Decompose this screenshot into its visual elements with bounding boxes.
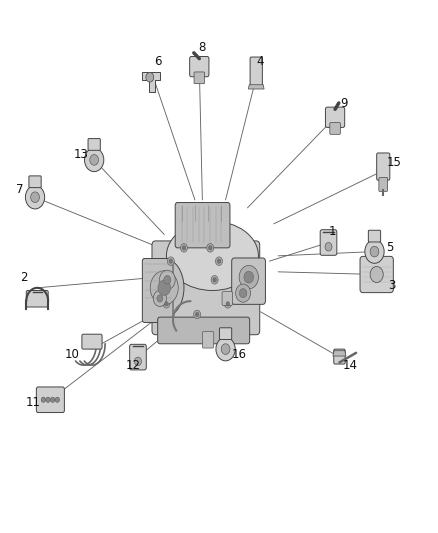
Text: 13: 13 [74, 148, 88, 161]
Circle shape [46, 397, 50, 402]
FancyBboxPatch shape [26, 290, 48, 307]
Circle shape [31, 192, 39, 203]
Circle shape [224, 300, 231, 308]
FancyBboxPatch shape [36, 387, 64, 413]
Circle shape [163, 300, 170, 308]
FancyBboxPatch shape [232, 258, 265, 304]
Circle shape [370, 266, 383, 282]
Polygon shape [142, 72, 160, 92]
Circle shape [215, 257, 223, 265]
Text: 7: 7 [16, 183, 24, 196]
Text: 15: 15 [387, 156, 402, 169]
Circle shape [208, 246, 212, 250]
Text: 5: 5 [386, 241, 393, 254]
Circle shape [239, 265, 258, 289]
FancyBboxPatch shape [330, 123, 340, 134]
Circle shape [236, 284, 251, 302]
Text: 6: 6 [154, 55, 162, 68]
Circle shape [153, 290, 166, 306]
Text: 11: 11 [25, 396, 40, 409]
FancyBboxPatch shape [175, 203, 230, 248]
FancyBboxPatch shape [368, 230, 381, 242]
Circle shape [180, 244, 187, 252]
Circle shape [213, 278, 216, 282]
Circle shape [216, 337, 235, 361]
Circle shape [365, 240, 384, 263]
Text: 4: 4 [257, 55, 265, 68]
FancyBboxPatch shape [130, 344, 146, 370]
Circle shape [370, 246, 379, 257]
Circle shape [217, 259, 221, 263]
Circle shape [90, 155, 99, 165]
Circle shape [158, 280, 170, 295]
Circle shape [207, 244, 214, 252]
FancyBboxPatch shape [222, 292, 233, 305]
FancyBboxPatch shape [320, 230, 337, 255]
Circle shape [55, 397, 60, 402]
FancyBboxPatch shape [334, 349, 345, 364]
Circle shape [164, 276, 171, 284]
Text: 1: 1 [329, 225, 337, 238]
Text: 3: 3 [389, 279, 396, 292]
FancyBboxPatch shape [250, 57, 262, 87]
Circle shape [157, 295, 163, 302]
Text: 8: 8 [198, 42, 205, 54]
Circle shape [221, 344, 230, 354]
FancyBboxPatch shape [152, 241, 260, 335]
Text: 14: 14 [343, 359, 358, 372]
Circle shape [146, 72, 154, 82]
FancyBboxPatch shape [202, 332, 214, 348]
FancyBboxPatch shape [379, 177, 388, 191]
Text: 16: 16 [231, 348, 246, 361]
FancyBboxPatch shape [190, 56, 209, 77]
FancyBboxPatch shape [88, 139, 100, 150]
Polygon shape [333, 351, 346, 356]
Ellipse shape [166, 221, 258, 290]
Circle shape [211, 276, 218, 284]
Ellipse shape [145, 259, 184, 317]
Circle shape [134, 357, 141, 366]
FancyBboxPatch shape [360, 256, 393, 293]
FancyBboxPatch shape [325, 107, 345, 127]
FancyBboxPatch shape [377, 153, 390, 180]
Circle shape [239, 289, 247, 297]
FancyBboxPatch shape [158, 317, 250, 344]
Circle shape [325, 243, 332, 251]
Circle shape [165, 302, 168, 306]
Circle shape [85, 148, 104, 172]
Text: 10: 10 [65, 348, 80, 361]
Circle shape [150, 271, 178, 305]
Circle shape [182, 246, 186, 250]
FancyBboxPatch shape [142, 259, 173, 322]
FancyBboxPatch shape [219, 328, 232, 340]
Circle shape [41, 397, 46, 402]
Circle shape [195, 312, 199, 317]
Circle shape [244, 271, 254, 283]
Text: 9: 9 [340, 98, 348, 110]
Circle shape [194, 310, 201, 319]
FancyBboxPatch shape [82, 334, 102, 349]
Circle shape [25, 185, 45, 209]
Text: 2: 2 [20, 271, 28, 284]
Circle shape [169, 259, 173, 263]
Circle shape [226, 302, 230, 306]
Polygon shape [248, 85, 264, 89]
Text: 12: 12 [126, 359, 141, 372]
Circle shape [167, 257, 174, 265]
Circle shape [159, 270, 175, 289]
FancyBboxPatch shape [29, 176, 41, 188]
Circle shape [50, 397, 55, 402]
FancyBboxPatch shape [194, 72, 205, 84]
